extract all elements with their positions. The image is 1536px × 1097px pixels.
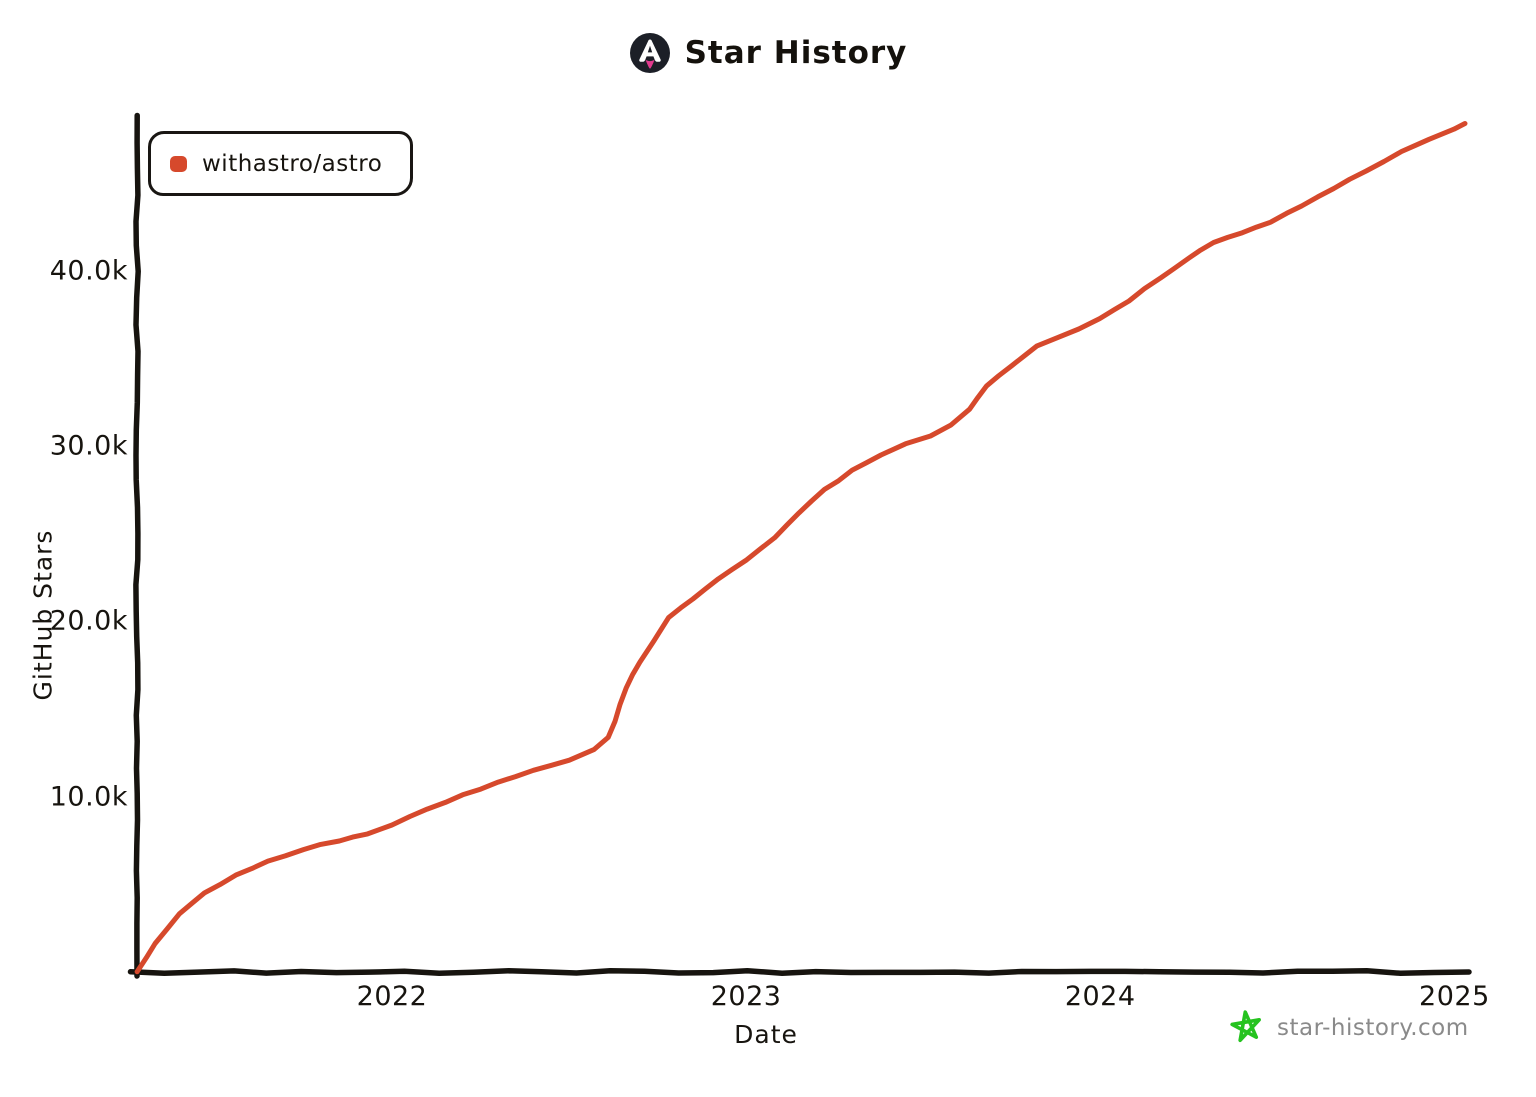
star-icon bbox=[1230, 1010, 1261, 1043]
y-tick-label-20k: 20.0k bbox=[49, 605, 128, 637]
watermark-text: star-history.com bbox=[1277, 1015, 1469, 1041]
astro-logo-icon bbox=[629, 33, 670, 73]
x-tick-label-2024: 2024 bbox=[1064, 981, 1136, 1012]
chart-title: Star History bbox=[684, 35, 908, 71]
y-axis-title: GitHub Stars bbox=[28, 529, 58, 701]
chart-header: Star History bbox=[0, 32, 1536, 74]
watermark: star-history.com bbox=[1228, 1008, 1469, 1048]
legend-series-label: withastro/astro bbox=[202, 150, 383, 177]
y-tick-label-40k: 40.0k bbox=[49, 255, 128, 287]
legend-series-marker bbox=[170, 155, 187, 172]
legend-box: withastro/astro bbox=[148, 131, 414, 196]
y-tick-label-30k: 30.0k bbox=[49, 430, 128, 462]
y-tick-label-10k: 10.0k bbox=[49, 781, 128, 813]
x-tick-label-2022: 2022 bbox=[356, 981, 428, 1012]
x-axis-title: Date bbox=[734, 1020, 798, 1049]
astro-flame bbox=[645, 59, 655, 69]
series-line-withastro-astro bbox=[134, 121, 1468, 975]
y-axis-line bbox=[133, 112, 141, 979]
x-tick-label-2023: 2023 bbox=[710, 981, 782, 1012]
x-tick-label-2025: 2025 bbox=[1419, 981, 1490, 1012]
astro-a-glyph bbox=[638, 39, 661, 62]
x-axis-line bbox=[127, 967, 1472, 977]
